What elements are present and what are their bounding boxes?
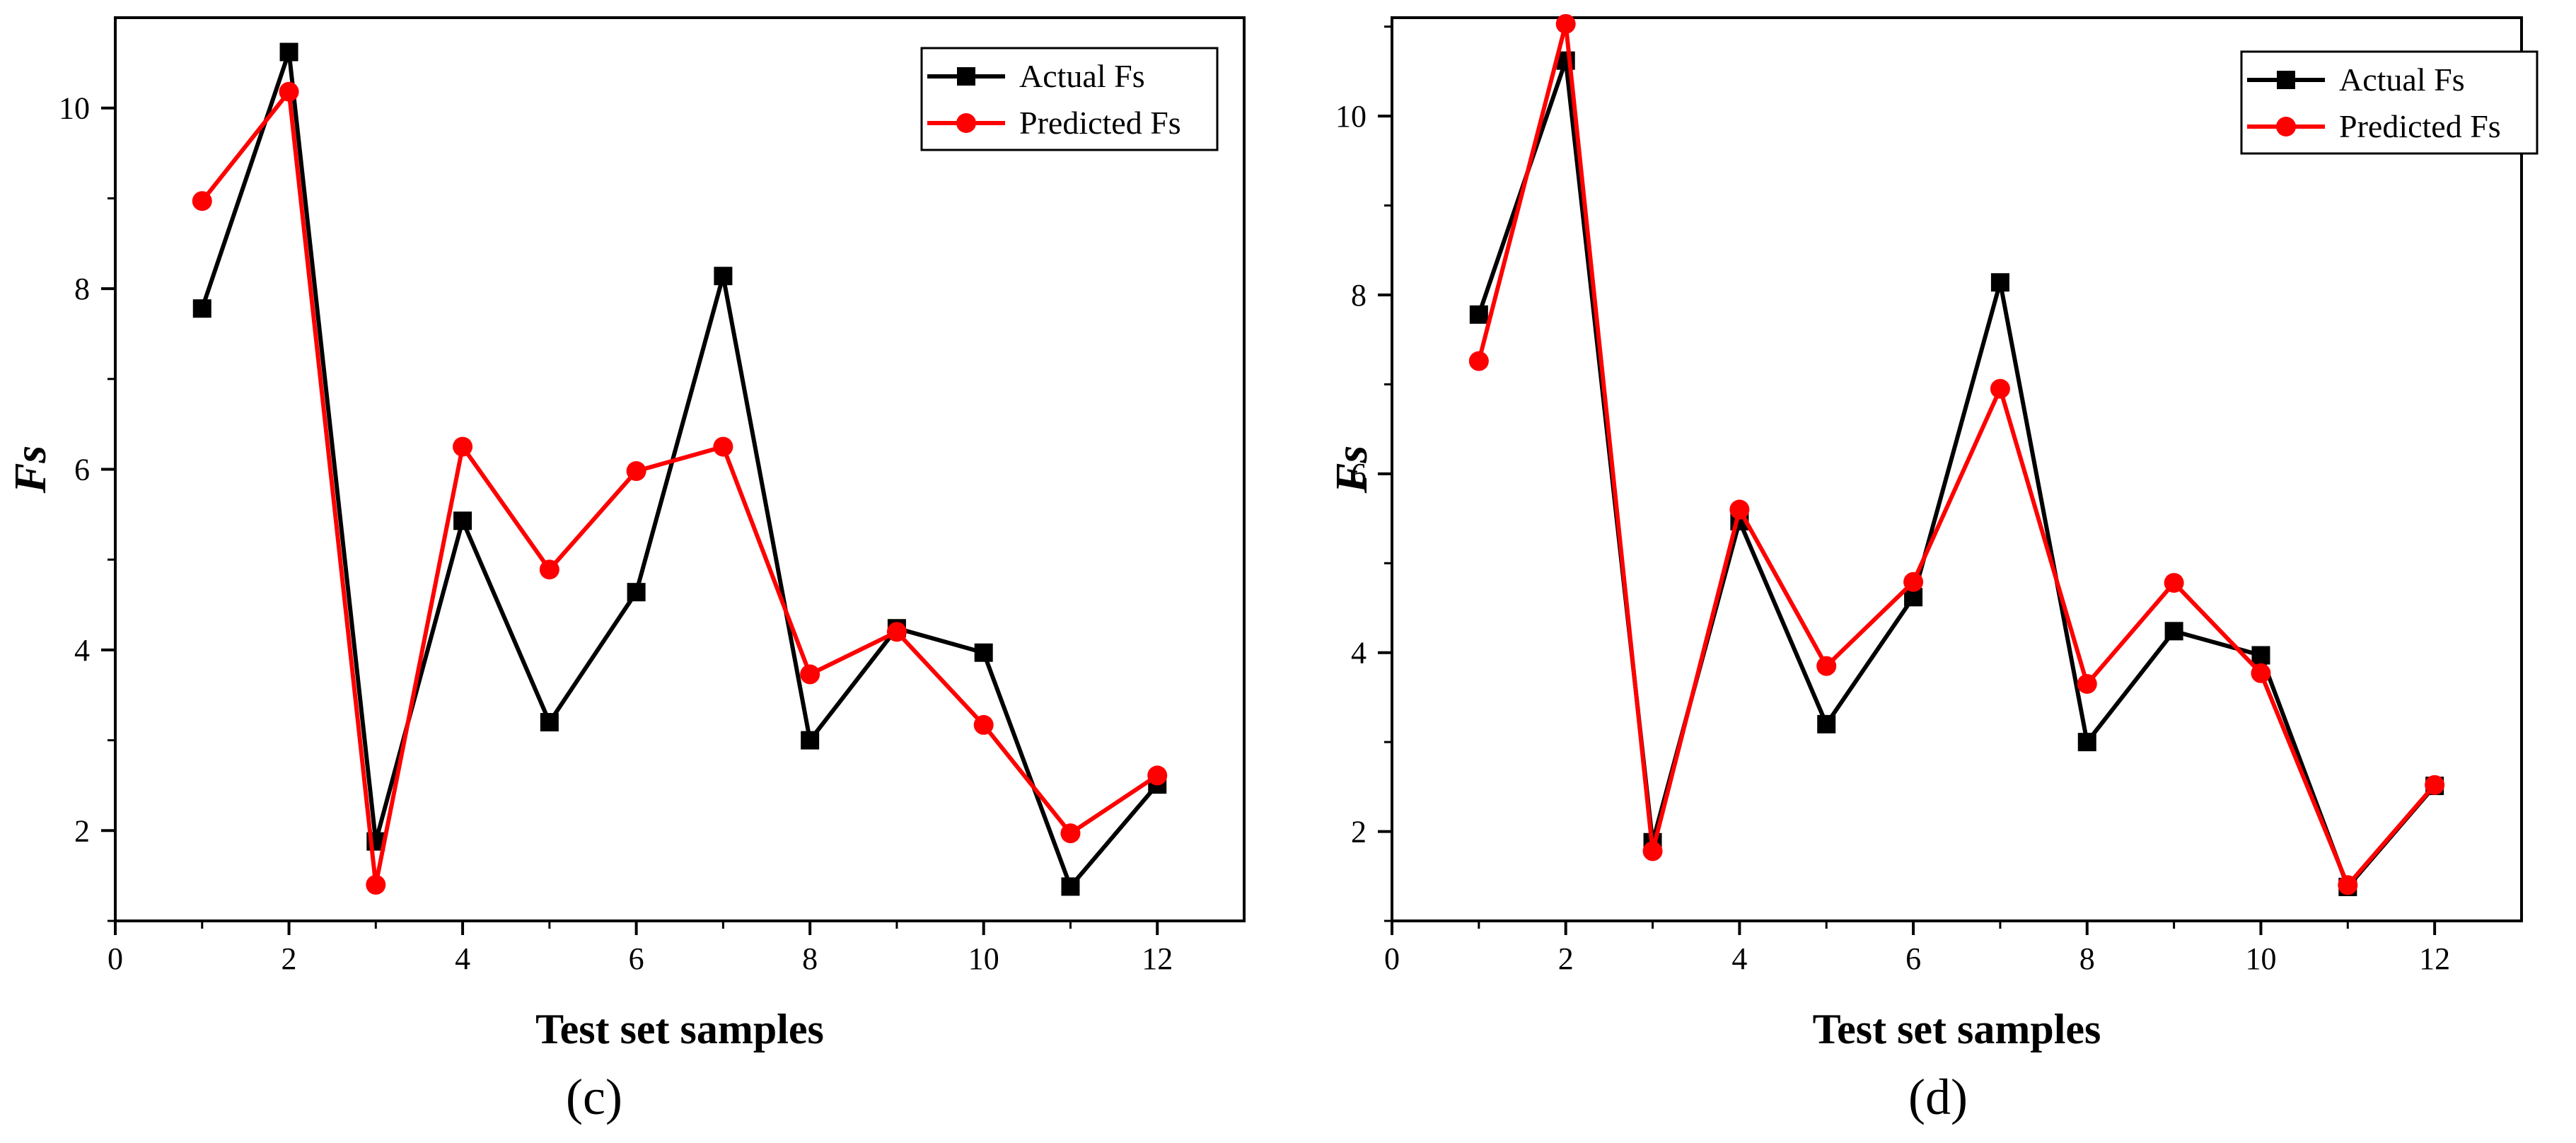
legend-marker-circle xyxy=(956,113,976,133)
plot-frame xyxy=(114,16,1246,922)
y-tick-label: 4 xyxy=(1351,636,1367,671)
data-point-actual xyxy=(279,42,298,62)
data-point-predicted xyxy=(1816,656,1837,676)
legend-label: Predicted Fs xyxy=(2339,108,2501,144)
y-axis-title: Fs xyxy=(1326,446,1376,494)
legend-box xyxy=(920,47,1219,151)
plot-frame xyxy=(1391,16,2523,922)
data-point-actual xyxy=(192,299,211,318)
chart-panel-c: 0 2 4 6 8 10 12 2 4 6 8 10 Test set samples Fs (c) Actu… xyxy=(5,16,1246,1125)
x-tick-label: 2 xyxy=(282,941,297,976)
y-tick-label: 6 xyxy=(74,453,90,487)
data-point-predicted xyxy=(1147,765,1168,786)
legend-marker-square xyxy=(957,67,975,86)
panel-label: (d) xyxy=(1908,1069,1968,1125)
data-point-predicted xyxy=(973,714,994,735)
data-point-predicted xyxy=(886,622,907,642)
y-axis-title: Fs xyxy=(5,446,55,494)
x-tick-label: 12 xyxy=(2419,941,2450,976)
x-tick-label: 0 xyxy=(108,941,123,976)
legend-box xyxy=(2240,50,2539,155)
x-tick-label: 8 xyxy=(802,941,818,976)
data-point-predicted xyxy=(1468,351,1489,371)
data-point-predicted xyxy=(2251,663,2271,683)
x-tick-label: 4 xyxy=(1731,941,1747,976)
data-point-predicted xyxy=(2164,573,2184,593)
x-tick-label: 10 xyxy=(2245,941,2276,976)
data-point-predicted xyxy=(453,436,473,457)
data-point-predicted xyxy=(2338,875,2358,895)
y-tick-label: 10 xyxy=(59,91,90,126)
data-point-predicted xyxy=(626,461,646,482)
y-tick-label: 6 xyxy=(1351,457,1367,492)
series-line-actual xyxy=(199,50,1159,889)
y-tick-label: 8 xyxy=(1351,278,1367,313)
x-axis-title: Test set samples xyxy=(535,1006,824,1052)
x-tick-label: 2 xyxy=(1558,941,1574,976)
data-point-actual xyxy=(1990,273,2009,292)
x-tick-label: 4 xyxy=(455,941,470,976)
y-tick-label: 2 xyxy=(1351,815,1367,849)
x-tick-label: 0 xyxy=(1384,941,1400,976)
legend-label: Actual Fs xyxy=(1019,58,1145,94)
x-axis-title: Test set samples xyxy=(1813,1006,2101,1052)
data-point-predicted xyxy=(1642,841,1663,861)
data-point-predicted xyxy=(1555,13,1576,34)
data-point-predicted xyxy=(366,874,386,895)
x-tick-label: 12 xyxy=(1142,941,1173,976)
y-tick-label: 4 xyxy=(74,633,90,668)
x-tick-label: 10 xyxy=(968,941,999,976)
x-tick-label: 6 xyxy=(629,941,644,976)
legend-label: Actual Fs xyxy=(2339,62,2465,98)
data-point-predicted xyxy=(1990,378,2010,399)
data-point-predicted xyxy=(279,81,299,102)
chart-panel-d: 0 2 4 6 8 10 12 2 4 6 8 10 Test set samples Fs (d) Actu… xyxy=(1326,13,2539,1125)
data-point-predicted xyxy=(539,559,559,580)
data-point-actual xyxy=(627,583,646,602)
y-tick-label: 8 xyxy=(74,272,90,306)
legend-label: Predicted Fs xyxy=(1019,105,1181,141)
panel-label: (c) xyxy=(566,1069,622,1125)
data-point-actual xyxy=(1817,714,1836,733)
data-point-actual xyxy=(714,267,733,286)
series-line-predicted xyxy=(200,89,1159,887)
legend: Actual Fs Predicted Fs xyxy=(920,47,1219,151)
data-point-actual xyxy=(453,511,472,530)
x-tick-label: 8 xyxy=(2079,941,2095,976)
data-point-actual xyxy=(540,713,559,732)
legend: Actual Fs Predicted Fs xyxy=(2240,50,2539,155)
data-point-predicted xyxy=(1729,499,1750,520)
legend-marker-circle xyxy=(2276,117,2296,137)
data-point-predicted xyxy=(1903,572,1924,592)
data-point-predicted xyxy=(713,436,733,457)
data-point-predicted xyxy=(2425,774,2445,795)
data-point-actual xyxy=(801,731,820,750)
series-line-predicted xyxy=(1476,21,2437,888)
data-point-actual xyxy=(2077,733,2096,752)
y-tick-label: 10 xyxy=(1335,99,1367,134)
data-point-predicted xyxy=(192,191,212,211)
data-point-predicted xyxy=(1060,823,1081,844)
data-point-actual xyxy=(974,643,993,662)
data-point-actual xyxy=(1469,305,1488,324)
data-point-predicted xyxy=(800,664,820,685)
y-tick-label: 2 xyxy=(74,813,90,848)
data-point-actual xyxy=(2251,646,2270,665)
data-point-actual xyxy=(1061,877,1080,896)
data-point-predicted xyxy=(2077,673,2097,694)
legend-marker-square xyxy=(2277,71,2295,89)
series-line-actual xyxy=(1477,58,2437,889)
x-tick-label: 6 xyxy=(1905,941,1921,976)
data-point-actual xyxy=(2164,622,2183,641)
